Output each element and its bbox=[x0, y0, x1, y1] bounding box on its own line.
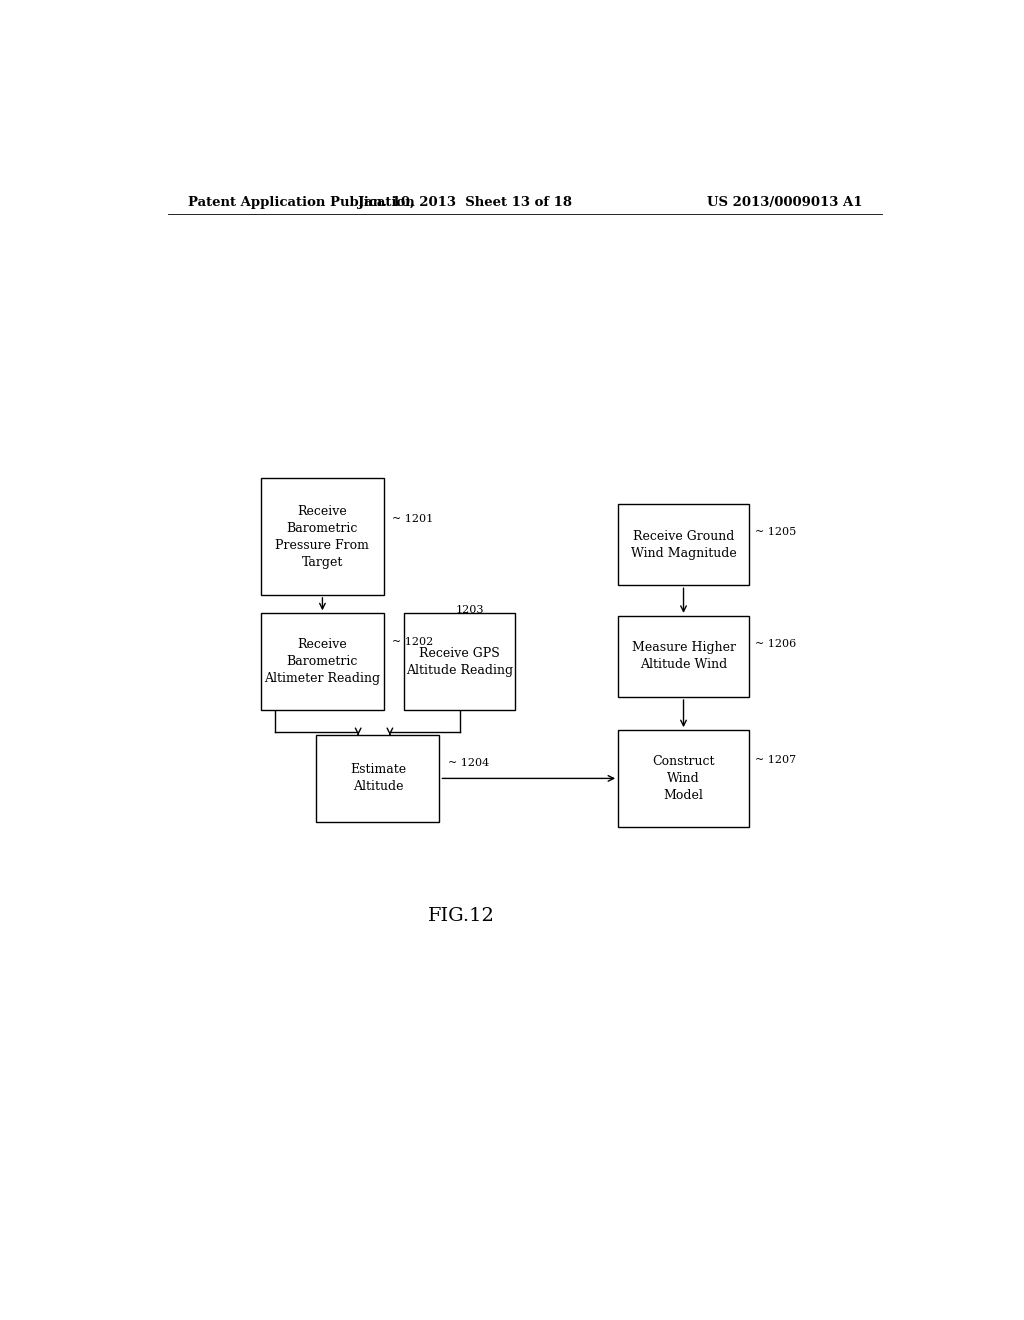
Bar bbox=[618, 504, 749, 585]
Text: ~ 1204: ~ 1204 bbox=[447, 758, 489, 768]
Text: Estimate
Altitude: Estimate Altitude bbox=[350, 763, 407, 793]
Text: Receive
Barometric
Pressure From
Target: Receive Barometric Pressure From Target bbox=[275, 504, 370, 569]
Text: US 2013/0009013 A1: US 2013/0009013 A1 bbox=[707, 195, 862, 209]
Text: ~ 1202: ~ 1202 bbox=[392, 638, 433, 647]
Bar bbox=[261, 478, 384, 595]
Text: Patent Application Publication: Patent Application Publication bbox=[187, 195, 415, 209]
Bar bbox=[618, 615, 749, 697]
Text: 1203: 1203 bbox=[456, 605, 484, 615]
Text: Measure Higher
Altitude Wind: Measure Higher Altitude Wind bbox=[632, 642, 735, 672]
Text: ~ 1206: ~ 1206 bbox=[755, 639, 797, 649]
Text: ~ 1201: ~ 1201 bbox=[392, 515, 433, 524]
Text: FIG.12: FIG.12 bbox=[428, 907, 495, 924]
Text: Construct
Wind
Model: Construct Wind Model bbox=[652, 755, 715, 803]
Bar bbox=[404, 614, 515, 710]
Text: ~ 1207: ~ 1207 bbox=[755, 755, 796, 766]
Bar bbox=[316, 735, 439, 821]
Text: Receive Ground
Wind Magnitude: Receive Ground Wind Magnitude bbox=[631, 529, 736, 560]
Bar bbox=[261, 614, 384, 710]
Text: Receive
Barometric
Altimeter Reading: Receive Barometric Altimeter Reading bbox=[264, 638, 381, 685]
Text: ~ 1205: ~ 1205 bbox=[755, 528, 797, 537]
Bar bbox=[618, 730, 749, 826]
Text: Receive GPS
Altitude Reading: Receive GPS Altitude Reading bbox=[407, 647, 513, 677]
Text: Jan. 10, 2013  Sheet 13 of 18: Jan. 10, 2013 Sheet 13 of 18 bbox=[358, 195, 572, 209]
